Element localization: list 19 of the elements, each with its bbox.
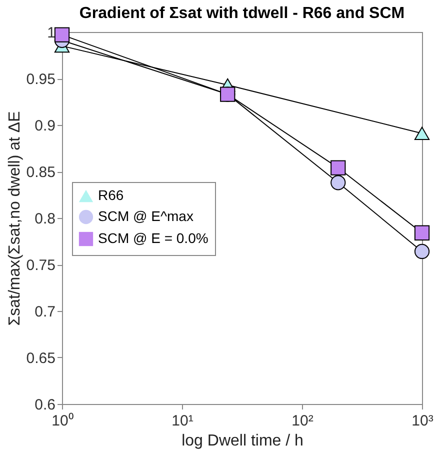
chart-title: Gradient of Σsat with tdwell - R66 and SCM <box>79 5 405 22</box>
x-axis-title: log Dwell time / h <box>182 432 304 450</box>
y-tick-label: 0.95 <box>26 71 56 88</box>
legend-label: R66 <box>98 187 124 203</box>
y-tick-label: 0.75 <box>26 257 56 274</box>
x-tick-label: 10⁰ <box>52 412 74 430</box>
y-tick-label: 0.7 <box>34 304 56 320</box>
legend-label: SCM @ E^max <box>98 208 194 224</box>
y-tick-label: 0.6 <box>34 396 56 414</box>
y-tick-label: 1 <box>47 24 56 42</box>
y-tick-label: 0.85 <box>26 164 56 181</box>
y-tick-label: 0.9 <box>34 118 56 134</box>
x-tick-label: 10² <box>292 412 314 430</box>
y-axis-title: Σsat/max(Σsat,no dwell) at ΔE <box>6 111 24 326</box>
y-tick-label: 0.8 <box>34 210 56 228</box>
legend-label: SCM @ E = 0.0% <box>98 230 208 246</box>
x-tick-label: 10³ <box>412 412 434 430</box>
x-tick-label: 10¹ <box>172 412 194 430</box>
y-tick-label: 0.65 <box>26 350 56 367</box>
